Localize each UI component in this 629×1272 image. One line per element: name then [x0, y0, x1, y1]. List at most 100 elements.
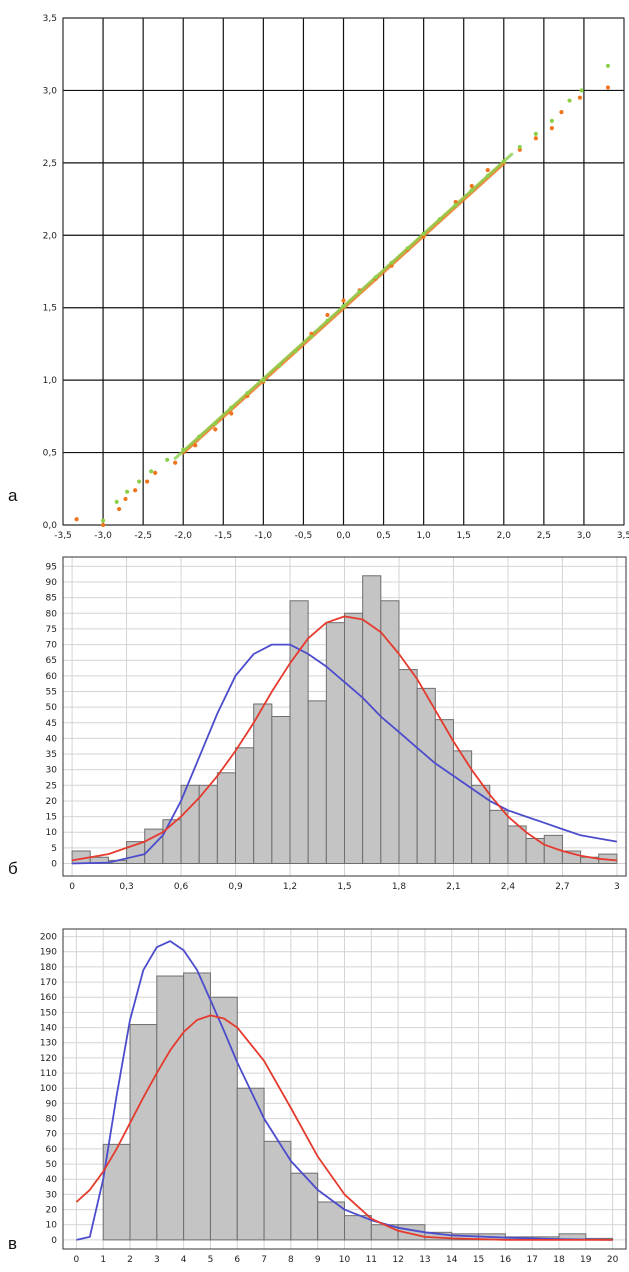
y-tick-label: 65: [46, 656, 57, 666]
x-tick-label: 1,2: [283, 882, 297, 892]
histogram-bar: [102, 1143, 131, 1241]
y-tick-label: 20: [46, 797, 58, 807]
x-tick-label: 3: [614, 882, 620, 892]
green-point: [357, 289, 362, 294]
orange-point: [533, 136, 538, 141]
x-tick-label: 0,5: [376, 531, 390, 541]
orange-point: [213, 427, 218, 432]
orange-point: [517, 147, 522, 152]
y-tick-label: 50: [46, 1160, 58, 1170]
x-tick-label: 0,9: [228, 882, 243, 892]
y-tick-label: 10: [46, 828, 58, 838]
y-tick-label: 180: [40, 963, 57, 973]
orange-point: [193, 443, 198, 448]
y-tick-label: 35: [46, 750, 57, 760]
orange-point: [173, 460, 178, 465]
x-tick-label: 11: [366, 1255, 377, 1265]
green-point: [229, 405, 234, 410]
x-tick-label: 10: [339, 1255, 351, 1265]
x-tick-label: -2,5: [134, 531, 152, 541]
x-tick-label: -3,0: [94, 531, 112, 541]
green-point: [149, 469, 154, 474]
histogram-bar: [290, 1172, 319, 1241]
histogram-bar: [362, 575, 382, 864]
y-tick-label: 10: [46, 1221, 58, 1231]
x-tick-label: 5: [208, 1255, 214, 1265]
x-tick-label: 0: [69, 882, 75, 892]
histogram-bar: [216, 772, 237, 864]
y-tick-label: 50: [46, 703, 58, 713]
orange-point: [577, 95, 583, 100]
y-tick-label: 5: [51, 844, 57, 854]
x-tick-label: 13: [419, 1255, 430, 1265]
x-tick-label: 7: [261, 1255, 267, 1265]
x-tick-label: 16: [500, 1255, 512, 1265]
x-tick-label: 14: [446, 1255, 458, 1265]
x-tick-label: 12: [392, 1255, 403, 1265]
x-tick-label: -3,5: [54, 531, 72, 541]
orange-point: [145, 479, 150, 484]
histogram-bar: [344, 612, 364, 864]
red-density-curve: [75, 1014, 613, 1241]
y-tick-label: 80: [46, 609, 58, 619]
y-tick-label: 2,0: [43, 231, 58, 241]
histogram-bar: [307, 700, 327, 864]
green-point: [100, 518, 106, 523]
orange-point: [559, 110, 564, 115]
y-tick-label: 130: [40, 1039, 57, 1049]
green-point: [325, 318, 330, 323]
green-point: [165, 457, 170, 462]
x-tick-label: 6: [234, 1255, 240, 1265]
x-tick-label: 1,8: [392, 882, 407, 892]
y-tick-label: 60: [46, 1145, 58, 1155]
green-point: [485, 173, 490, 178]
histogram-bar: [434, 719, 454, 864]
y-tick-label: 70: [46, 641, 58, 651]
y-tick-label: 1,5: [43, 304, 57, 314]
orange-point: [341, 298, 346, 303]
panel-label-b: б: [8, 859, 18, 878]
x-tick-label: 2,5: [537, 531, 551, 541]
x-tick-label: 3,5: [617, 531, 629, 541]
green-point: [277, 363, 282, 368]
x-tick-label: 0,6: [174, 882, 189, 892]
x-tick-label: -1,0: [255, 531, 273, 541]
y-tick-label: 30: [46, 1190, 58, 1200]
orange-point: [245, 393, 250, 399]
y-tick-label: 75: [46, 625, 57, 635]
orange-point: [549, 125, 554, 131]
green-point: [549, 118, 554, 123]
plot-frame-a: [62, 17, 625, 526]
orange-point: [117, 506, 122, 512]
x-tick-label: 0: [74, 1255, 80, 1265]
y-tick-label: 40: [46, 1175, 58, 1185]
orange-point: [74, 517, 79, 522]
y-tick-label: 90: [46, 578, 58, 588]
histogram-bar: [129, 1024, 158, 1241]
green-point: [137, 479, 142, 484]
x-tick-label: 18: [553, 1255, 565, 1265]
green-point: [114, 499, 119, 504]
y-tick-label: 0,0: [43, 521, 58, 531]
y-tick-label: 40: [46, 734, 58, 744]
plot-frame-c: [62, 928, 627, 1250]
x-tick-label: 8: [288, 1255, 294, 1265]
histogram-bar: [209, 996, 238, 1241]
orange-point: [485, 168, 490, 173]
orange-point: [309, 331, 314, 336]
histogram-bar: [271, 716, 291, 864]
orange-point: [389, 263, 394, 268]
green-point: [389, 260, 394, 265]
y-tick-label: 0: [51, 1236, 57, 1246]
green-point: [501, 159, 506, 164]
green-point: [213, 421, 218, 426]
green-point: [533, 131, 538, 136]
y-tick-label: 0: [51, 859, 57, 869]
y-tick-label: 30: [46, 766, 58, 776]
x-tick-label: 19: [580, 1255, 592, 1265]
y-tick-label: 20: [46, 1206, 58, 1216]
orange-point: [229, 411, 234, 416]
x-tick-label: -1,5: [215, 531, 233, 541]
orange-point: [469, 183, 474, 189]
